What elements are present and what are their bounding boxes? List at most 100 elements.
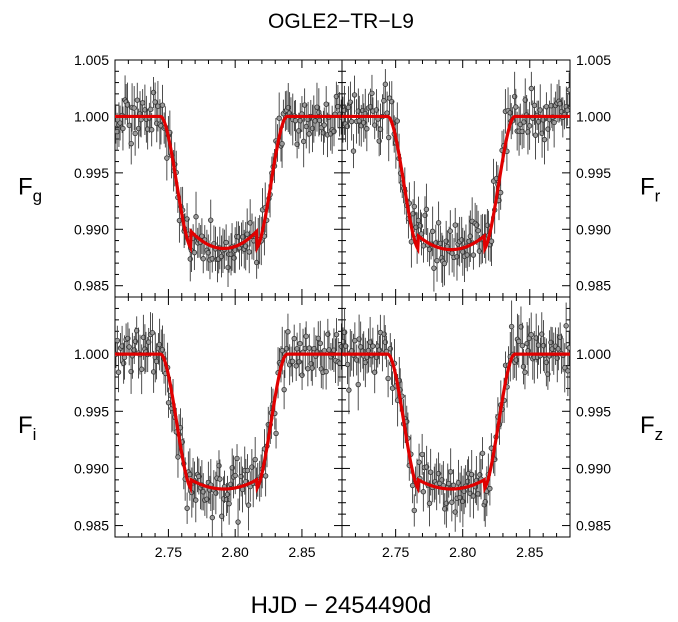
panel-r: 1.005 1.000 0.995 0.990 0.985 Fr xyxy=(341,52,661,298)
data-point xyxy=(321,122,327,128)
data-point xyxy=(555,346,562,352)
data-point xyxy=(196,473,202,480)
data-point xyxy=(466,238,472,244)
data-point xyxy=(464,478,471,485)
data-point xyxy=(299,372,305,378)
data-point xyxy=(420,489,427,495)
data-point xyxy=(244,231,250,237)
data-point xyxy=(131,347,137,353)
data-point xyxy=(126,344,132,350)
data-point xyxy=(413,224,419,230)
y-tick-label: 0.995 xyxy=(576,403,611,419)
data-point xyxy=(450,482,457,488)
data-point xyxy=(344,123,351,130)
data-point xyxy=(372,122,378,128)
data-point xyxy=(364,126,370,132)
data-point xyxy=(479,450,486,456)
panel-frame xyxy=(114,59,343,298)
data-point xyxy=(362,359,369,366)
data-point xyxy=(209,256,215,262)
y-tick-label: 0.995 xyxy=(74,403,109,419)
data-point xyxy=(355,381,361,388)
data-point xyxy=(148,106,154,113)
data-point xyxy=(217,476,223,482)
data-point xyxy=(344,361,351,368)
data-point xyxy=(355,108,362,114)
panel-i: 1.000 0.995 0.990 0.985 2.75 2.80 2.85 Fi xyxy=(18,296,343,560)
data-point xyxy=(385,375,391,382)
data-point xyxy=(294,141,300,148)
data-point xyxy=(235,519,241,525)
data-point xyxy=(223,239,229,246)
data-point xyxy=(566,87,570,93)
data-point xyxy=(316,117,323,124)
data-point xyxy=(516,338,522,345)
chart-title: OGLE2−TR−L9 xyxy=(268,10,414,33)
data-point xyxy=(323,368,329,375)
data-point xyxy=(226,500,232,507)
data-point xyxy=(303,123,309,130)
data-point xyxy=(120,360,127,366)
data-point xyxy=(133,328,140,334)
y-axis-label-i: Fi xyxy=(18,412,36,444)
data-point xyxy=(442,506,448,512)
data-point xyxy=(175,454,181,460)
data-point xyxy=(343,343,349,349)
data-point xyxy=(279,140,285,147)
data-point xyxy=(531,102,538,109)
data-point xyxy=(566,345,570,351)
data-point xyxy=(419,451,425,458)
data-point xyxy=(296,359,302,365)
data-point xyxy=(522,369,528,375)
data-point xyxy=(276,115,282,121)
data-point xyxy=(193,497,199,503)
model-curve-i xyxy=(115,352,342,494)
y-tick-label: 0.995 xyxy=(74,165,109,181)
data-point xyxy=(338,343,342,350)
data-point xyxy=(159,102,166,108)
data-point xyxy=(149,330,156,336)
data-point xyxy=(139,100,146,106)
data-point xyxy=(454,253,460,260)
data-point xyxy=(528,85,535,92)
x-tick-label: 2.80 xyxy=(449,544,476,560)
y-tick-label: 1.000 xyxy=(576,108,611,124)
data-point xyxy=(459,237,465,243)
data-point xyxy=(511,93,518,100)
data-point xyxy=(321,347,328,354)
data-point xyxy=(205,250,212,256)
data-point xyxy=(121,354,128,361)
data-point xyxy=(447,469,454,475)
data-point xyxy=(524,340,530,347)
y-tick-label: 0.990 xyxy=(74,221,109,237)
y-tick-label: 1.000 xyxy=(74,108,109,124)
data-point xyxy=(545,126,551,132)
data-point xyxy=(309,365,315,371)
panel-frame xyxy=(341,296,571,538)
data-point xyxy=(244,467,251,474)
data-point xyxy=(145,339,152,345)
data-points-i xyxy=(115,312,342,537)
data-point xyxy=(191,249,198,256)
data-point xyxy=(342,107,348,114)
y-tick-label: 0.985 xyxy=(576,278,611,294)
data-point xyxy=(429,228,436,235)
data-point xyxy=(303,333,309,340)
data-points-g xyxy=(115,75,342,287)
data-point xyxy=(333,331,340,338)
data-point xyxy=(423,206,430,213)
data-point xyxy=(449,499,455,505)
data-point xyxy=(297,118,303,124)
data-point xyxy=(292,117,299,124)
data-point xyxy=(386,134,392,141)
data-point xyxy=(281,386,287,393)
data-point xyxy=(346,387,352,393)
y-tick-label: 0.995 xyxy=(576,165,611,181)
data-point xyxy=(164,155,170,161)
data-point xyxy=(565,368,570,374)
data-point xyxy=(234,455,240,462)
y-axis-label-g: Fg xyxy=(18,174,42,206)
data-point xyxy=(273,430,279,437)
data-point xyxy=(381,98,387,104)
data-point xyxy=(528,332,534,338)
